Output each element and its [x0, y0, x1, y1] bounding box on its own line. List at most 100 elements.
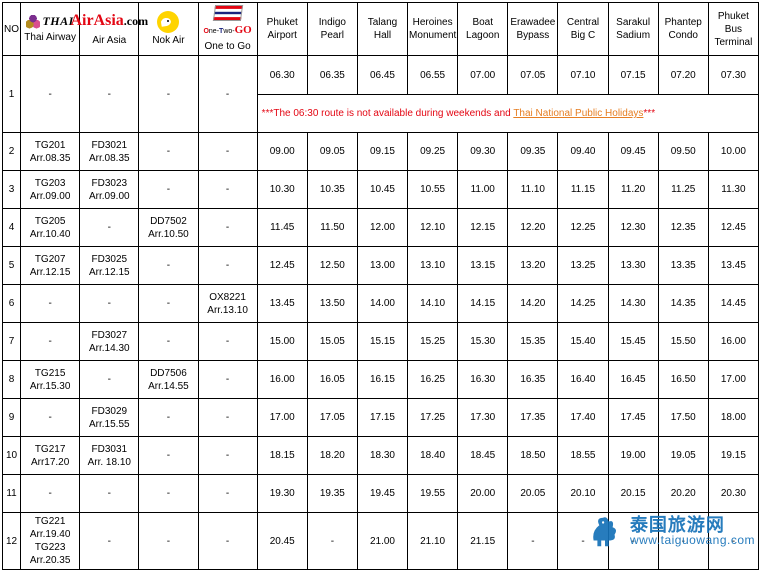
time-cell: 20.15 — [608, 475, 658, 513]
time-cell: 18.00 — [708, 399, 758, 437]
otg-label: One to Go — [205, 40, 251, 53]
time-cell: 17.30 — [458, 399, 508, 437]
airline-cell: - — [80, 56, 139, 133]
table-row: 4TG205Arr.10.40-DD7502Arr.10.50-11.4511.… — [3, 209, 759, 247]
otg-logo-text: One-Two-GO — [203, 23, 251, 37]
time-cell: 12.00 — [357, 209, 407, 247]
time-cell: 09.50 — [658, 133, 708, 171]
bus-timetable: NO THAI Thai Airway AirAsia.com Air Asia — [2, 2, 759, 570]
row-no: 1 — [3, 56, 21, 133]
row-no: 8 — [3, 361, 21, 399]
airline-cell: TG217Arr17.20 — [21, 437, 80, 475]
thai-label: Thai Airway — [24, 31, 76, 44]
header-stop-2: Talang Hall — [357, 3, 407, 56]
time-cell: 13.15 — [458, 247, 508, 285]
row-no: 6 — [3, 285, 21, 323]
nok-label: Nok Air — [152, 34, 184, 47]
time-cell: 19.45 — [357, 475, 407, 513]
airline-cell: TG205Arr.10.40 — [21, 209, 80, 247]
table-row: 10TG217Arr17.20FD3031Arr. 18.10--18.1518… — [3, 437, 759, 475]
time-cell: 15.00 — [257, 323, 307, 361]
table-row: 9-FD3029Arr.15.55--17.0017.0517.1517.251… — [3, 399, 759, 437]
airline-cell: - — [198, 399, 257, 437]
time-cell: 17.40 — [558, 399, 608, 437]
time-cell: 12.35 — [658, 209, 708, 247]
time-cell: - — [558, 513, 608, 570]
table-row: 11----19.3019.3519.4519.5520.0020.0520.1… — [3, 475, 759, 513]
airline-cell: - — [198, 247, 257, 285]
time-cell: 09.45 — [608, 133, 658, 171]
time-cell: 13.30 — [608, 247, 658, 285]
time-cell: 10.00 — [708, 133, 758, 171]
time-cell: 16.30 — [458, 361, 508, 399]
note-cell: ***The 06:30 route is not available duri… — [257, 95, 758, 133]
row-no: 4 — [3, 209, 21, 247]
airline-cell: - — [139, 133, 198, 171]
time-cell: 11.30 — [708, 171, 758, 209]
time-cell: 18.45 — [458, 437, 508, 475]
time-cell: 06.55 — [408, 56, 458, 95]
row-no: 3 — [3, 171, 21, 209]
header-airline-otg: One-Two-GO One to Go — [198, 3, 257, 56]
table-header: NO THAI Thai Airway AirAsia.com Air Asia — [3, 3, 759, 56]
airline-cell: - — [80, 209, 139, 247]
time-cell: 12.25 — [558, 209, 608, 247]
time-cell: 18.30 — [357, 437, 407, 475]
time-cell: 14.00 — [357, 285, 407, 323]
airline-cell: - — [198, 361, 257, 399]
time-cell: 13.45 — [708, 247, 758, 285]
time-cell: 13.20 — [508, 247, 558, 285]
airline-cell: FD3031Arr. 18.10 — [80, 437, 139, 475]
time-cell: 17.50 — [658, 399, 708, 437]
time-cell: 12.45 — [257, 247, 307, 285]
time-cell: 16.35 — [508, 361, 558, 399]
airline-cell: TG221Arr.19.40TG223Arr.20.35 — [21, 513, 80, 570]
time-cell: 17.00 — [708, 361, 758, 399]
airline-cell: TG207Arr.12.15 — [21, 247, 80, 285]
airline-cell: - — [21, 323, 80, 361]
airline-cell: FD3025Arr.12.15 — [80, 247, 139, 285]
airline-cell: - — [139, 437, 198, 475]
time-cell: 11.00 — [458, 171, 508, 209]
time-cell: 11.15 — [558, 171, 608, 209]
time-cell: 21.00 — [357, 513, 407, 570]
time-cell: 07.10 — [558, 56, 608, 95]
time-cell: 20.10 — [558, 475, 608, 513]
time-cell: 20.20 — [658, 475, 708, 513]
nok-logo-icon — [157, 11, 179, 33]
time-cell: 16.00 — [257, 361, 307, 399]
otg-flag-icon — [212, 5, 242, 21]
airline-cell: - — [21, 399, 80, 437]
airline-cell: - — [198, 323, 257, 361]
time-cell: 06.35 — [307, 56, 357, 95]
header-no: NO — [3, 3, 21, 56]
time-cell: 19.35 — [307, 475, 357, 513]
time-cell: 17.00 — [257, 399, 307, 437]
table-row: 5TG207Arr.12.15FD3025Arr.12.15--12.4512.… — [3, 247, 759, 285]
time-cell: 13.00 — [357, 247, 407, 285]
time-cell: 15.30 — [458, 323, 508, 361]
time-cell: 15.15 — [357, 323, 407, 361]
airline-cell: - — [21, 56, 80, 133]
time-cell: 09.35 — [508, 133, 558, 171]
time-cell: - — [508, 513, 558, 570]
time-cell: 15.40 — [558, 323, 608, 361]
time-cell: 13.10 — [408, 247, 458, 285]
airline-cell: - — [139, 56, 198, 133]
time-cell: 18.15 — [257, 437, 307, 475]
airline-cell: - — [139, 171, 198, 209]
row-no: 10 — [3, 437, 21, 475]
airline-cell: - — [198, 56, 257, 133]
time-cell: - — [708, 513, 758, 570]
time-cell: 15.05 — [307, 323, 357, 361]
time-cell: 09.15 — [357, 133, 407, 171]
airasia-label: Air Asia — [92, 34, 126, 47]
airline-cell: - — [139, 285, 198, 323]
thai-logo-text: THAI — [42, 14, 73, 30]
row-no: 5 — [3, 247, 21, 285]
time-cell: 16.50 — [658, 361, 708, 399]
row-no: 11 — [3, 475, 21, 513]
time-cell: 14.35 — [658, 285, 708, 323]
time-cell: 13.25 — [558, 247, 608, 285]
time-cell: 14.10 — [408, 285, 458, 323]
